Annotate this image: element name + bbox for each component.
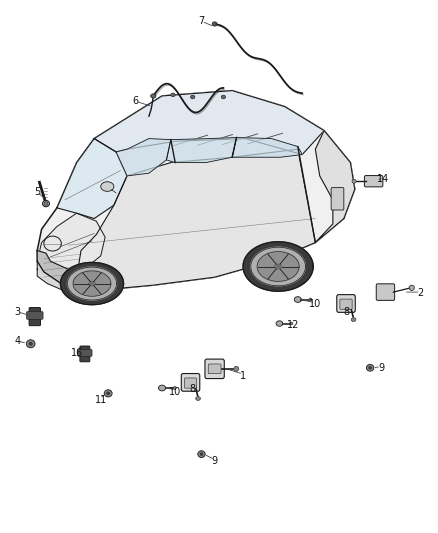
Text: 5: 5	[34, 187, 40, 197]
Polygon shape	[116, 139, 171, 176]
Ellipse shape	[200, 453, 203, 456]
Ellipse shape	[104, 390, 112, 397]
Ellipse shape	[294, 297, 301, 302]
Polygon shape	[73, 271, 111, 296]
Polygon shape	[94, 91, 324, 155]
Ellipse shape	[366, 365, 374, 371]
Ellipse shape	[101, 182, 114, 191]
Ellipse shape	[409, 285, 414, 290]
Ellipse shape	[369, 366, 371, 369]
Text: 9: 9	[378, 363, 384, 373]
Ellipse shape	[352, 179, 356, 183]
Ellipse shape	[44, 236, 61, 251]
FancyBboxPatch shape	[337, 295, 355, 312]
Text: 3: 3	[14, 307, 21, 317]
FancyBboxPatch shape	[80, 346, 90, 362]
Text: 4: 4	[14, 336, 21, 346]
Ellipse shape	[151, 94, 156, 98]
Polygon shape	[77, 149, 315, 290]
Ellipse shape	[26, 340, 35, 348]
Ellipse shape	[171, 93, 175, 97]
Ellipse shape	[276, 321, 283, 326]
Text: 2: 2	[417, 288, 424, 298]
Polygon shape	[37, 251, 81, 285]
Ellipse shape	[44, 201, 48, 205]
FancyBboxPatch shape	[29, 308, 40, 326]
Ellipse shape	[275, 264, 282, 269]
FancyBboxPatch shape	[208, 364, 221, 374]
Polygon shape	[60, 262, 124, 305]
Text: 8: 8	[190, 384, 196, 394]
Ellipse shape	[173, 386, 176, 390]
Text: 9: 9	[212, 456, 218, 466]
Ellipse shape	[309, 298, 312, 301]
FancyBboxPatch shape	[181, 374, 200, 391]
Ellipse shape	[234, 366, 239, 372]
Text: 10: 10	[309, 299, 321, 309]
Ellipse shape	[196, 397, 201, 400]
Polygon shape	[37, 213, 105, 280]
FancyBboxPatch shape	[26, 311, 43, 319]
Ellipse shape	[89, 281, 95, 286]
Ellipse shape	[29, 342, 32, 345]
Polygon shape	[67, 267, 117, 300]
FancyBboxPatch shape	[78, 350, 92, 357]
Ellipse shape	[106, 392, 110, 395]
Text: 8: 8	[343, 307, 349, 317]
Text: 12: 12	[287, 320, 300, 330]
Ellipse shape	[42, 200, 49, 207]
FancyBboxPatch shape	[364, 175, 383, 187]
Polygon shape	[257, 252, 299, 281]
FancyBboxPatch shape	[331, 188, 344, 210]
Ellipse shape	[221, 95, 226, 99]
Polygon shape	[243, 242, 313, 291]
Ellipse shape	[159, 385, 166, 391]
FancyBboxPatch shape	[376, 284, 395, 301]
FancyBboxPatch shape	[205, 359, 224, 378]
Polygon shape	[37, 261, 64, 290]
FancyBboxPatch shape	[184, 378, 197, 388]
Text: 10: 10	[169, 387, 181, 397]
Polygon shape	[37, 91, 355, 290]
Polygon shape	[232, 138, 302, 157]
Polygon shape	[251, 247, 305, 286]
Ellipse shape	[351, 318, 356, 321]
Polygon shape	[315, 131, 355, 243]
Ellipse shape	[290, 322, 293, 325]
Text: 1: 1	[240, 371, 246, 381]
Text: 14: 14	[377, 174, 389, 183]
Text: 16: 16	[71, 348, 83, 358]
FancyBboxPatch shape	[340, 299, 352, 309]
Polygon shape	[166, 138, 237, 163]
Ellipse shape	[212, 22, 217, 26]
Text: 6: 6	[133, 96, 139, 106]
Ellipse shape	[198, 451, 205, 457]
Polygon shape	[57, 139, 127, 219]
Text: 11: 11	[95, 395, 107, 405]
Ellipse shape	[191, 95, 195, 99]
Text: 7: 7	[198, 17, 205, 26]
